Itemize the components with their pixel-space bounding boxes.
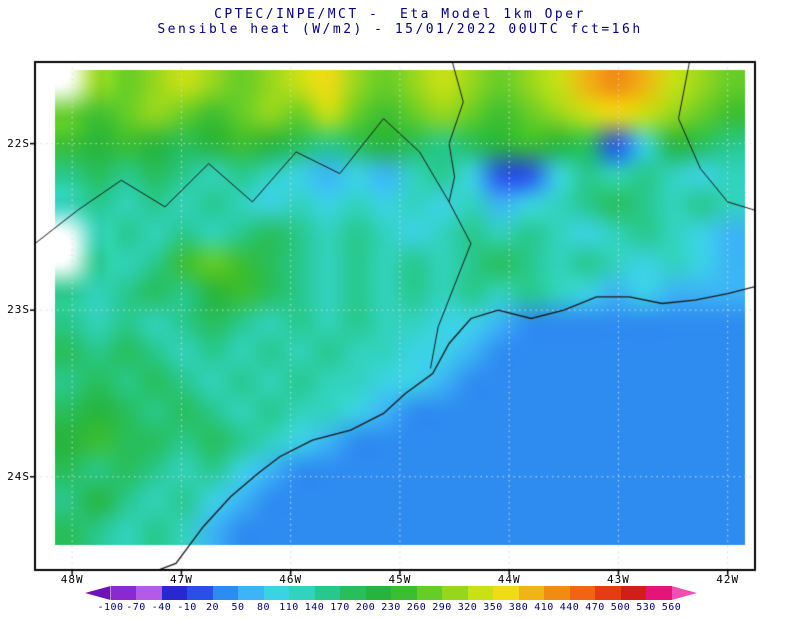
colorbar-segment <box>161 586 187 600</box>
colorbar-segment <box>467 586 493 600</box>
colorbar-segment <box>110 586 136 600</box>
colorbar-segment <box>365 586 391 600</box>
colorbar-label: 260 <box>406 602 427 613</box>
colorbar-segment <box>569 586 595 600</box>
colorbar-label: 380 <box>508 602 529 613</box>
y-axis-label: 24S <box>7 469 30 483</box>
colorbar-segment <box>620 586 646 600</box>
colorbar-segment <box>416 586 442 600</box>
colorbar-segment <box>493 586 519 600</box>
x-axis-label: 47W <box>169 573 193 586</box>
colorbar-label: 20 <box>205 602 220 613</box>
colorbar-label: 500 <box>610 602 631 613</box>
x-axis-label: 46W <box>279 573 303 586</box>
colorbar-label: 110 <box>279 602 299 613</box>
colorbar-segment <box>85 586 111 600</box>
colorbar-segment <box>391 586 417 600</box>
colorbar-segment <box>518 586 544 600</box>
colorbar-segment <box>187 586 213 600</box>
colorbar-label: 170 <box>330 602 350 613</box>
colorbar: -100 -70 -40 -10 20 50 80 110 140 170 200 230 260 290… <box>85 586 697 616</box>
colorbar-segments <box>85 586 697 600</box>
colorbar-label: 440 <box>559 602 580 613</box>
colorbar-label: -100 <box>97 602 124 613</box>
x-axis-label: 42W <box>716 573 740 586</box>
colorbar-segment <box>289 586 315 600</box>
colorbar-segment <box>595 586 621 600</box>
colorbar-segment <box>212 586 238 600</box>
chart-title-line1: CPTEC/INPE/MCT - Eta Model 1km Oper <box>214 7 586 22</box>
x-axis-label: 45W <box>388 573 412 586</box>
colorbar-label: -70 <box>126 602 146 613</box>
colorbar-label: 320 <box>457 602 478 613</box>
colorbar-segment <box>671 586 697 600</box>
x-axis-label: 43W <box>606 573 630 586</box>
colorbar-label: 80 <box>256 602 271 613</box>
colorbar-segment <box>314 586 340 600</box>
colorbar-segment <box>340 586 366 600</box>
colorbar-segment <box>646 586 672 600</box>
colorbar-label: 230 <box>381 602 401 613</box>
colorbar-segment <box>136 586 162 600</box>
colorbar-segment <box>263 586 289 600</box>
colorbar-segment <box>442 586 468 600</box>
colorbar-label: 560 <box>661 602 682 613</box>
map-canvas <box>30 57 760 577</box>
colorbar-label: 140 <box>304 602 325 613</box>
colorbar-label: 410 <box>534 602 554 613</box>
colorbar-label: 350 <box>483 602 503 613</box>
colorbar-label: 470 <box>585 602 605 613</box>
colorbar-label: 50 <box>231 602 245 613</box>
colorbar-segment <box>544 586 570 600</box>
x-axis-label: 44W <box>497 573 521 586</box>
colorbar-segment <box>238 586 264 600</box>
colorbar-label: 200 <box>355 602 376 613</box>
colorbar-label: 290 <box>432 602 452 613</box>
y-axis-label: 22S <box>7 136 30 150</box>
colorbar-label: -40 <box>151 602 172 613</box>
x-axis-label: 48W <box>60 573 84 586</box>
colorbar-label: -10 <box>177 602 197 613</box>
y-axis-label: 23S <box>7 303 30 317</box>
colorbar-label: 530 <box>636 602 656 613</box>
chart-title-line2: Sensible heat (W/m2) - 15/01/2022 00UTC … <box>157 22 643 37</box>
